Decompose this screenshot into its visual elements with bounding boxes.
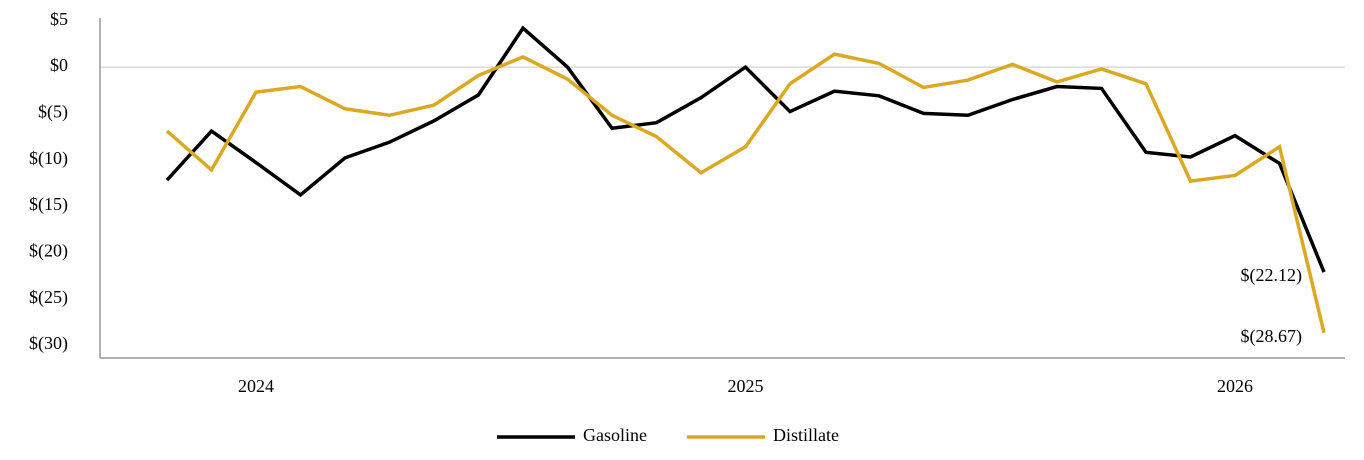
legend-label: Distillate (773, 425, 839, 445)
data-label: $(28.67) (1241, 326, 1303, 347)
y-tick-label: $5 (50, 9, 68, 29)
series-line (165, 25, 1326, 273)
x-tick-label: 2024 (238, 376, 274, 396)
legend-label: Gasoline (583, 425, 647, 445)
y-tick-label: $0 (50, 55, 68, 75)
series-line (165, 52, 1326, 334)
y-tick-label: $(30) (29, 333, 68, 354)
y-tick-label: $(10) (29, 148, 68, 169)
y-tick-label: $(15) (29, 194, 68, 215)
y-tick-label: $(20) (29, 241, 68, 262)
x-tick-label: 2026 (1217, 376, 1253, 396)
y-tick-label: $(5) (38, 102, 68, 123)
x-tick-label: 2025 (728, 376, 764, 396)
y-tick-label: $(25) (29, 287, 68, 308)
data-label: $(22.12) (1241, 265, 1303, 286)
